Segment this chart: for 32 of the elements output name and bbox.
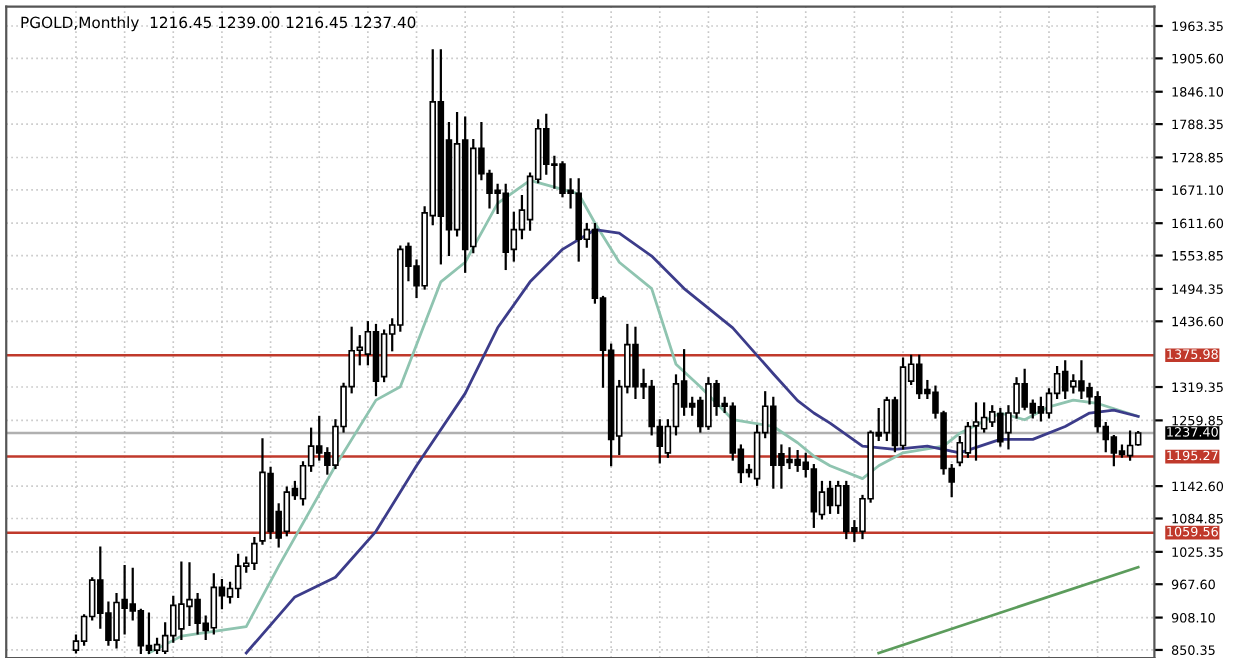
candlestick	[883, 396, 891, 442]
candlestick	[186, 562, 193, 627]
candlestick	[1061, 360, 1069, 399]
candlestick	[113, 592, 120, 649]
candlestick	[964, 422, 972, 458]
line-series	[147, 178, 1140, 655]
candlestick	[632, 326, 639, 399]
candlestick	[980, 402, 988, 433]
candlestick	[380, 329, 388, 383]
candlestick	[210, 573, 218, 635]
line-series	[244, 228, 1140, 655]
candlestick	[1094, 391, 1101, 433]
candlestick	[283, 486, 291, 537]
candlestick	[137, 608, 145, 655]
candlestick	[1110, 434, 1118, 467]
candlestick	[234, 553, 242, 598]
candlestick	[972, 402, 980, 461]
candlestick	[1078, 360, 1085, 399]
candlestick	[1021, 368, 1028, 411]
candlestick	[810, 464, 818, 528]
candlestick	[997, 407, 1004, 447]
candlestick	[1037, 396, 1045, 422]
candlestick	[915, 354, 923, 399]
candlestick	[826, 480, 834, 514]
candlestick	[315, 415, 323, 461]
candlestick	[145, 612, 153, 655]
candlestick	[786, 447, 793, 470]
candlestick	[794, 450, 801, 472]
candlestick	[705, 377, 712, 430]
candlestick	[178, 561, 185, 641]
candlestick	[575, 178, 582, 262]
candlestick	[843, 480, 850, 540]
